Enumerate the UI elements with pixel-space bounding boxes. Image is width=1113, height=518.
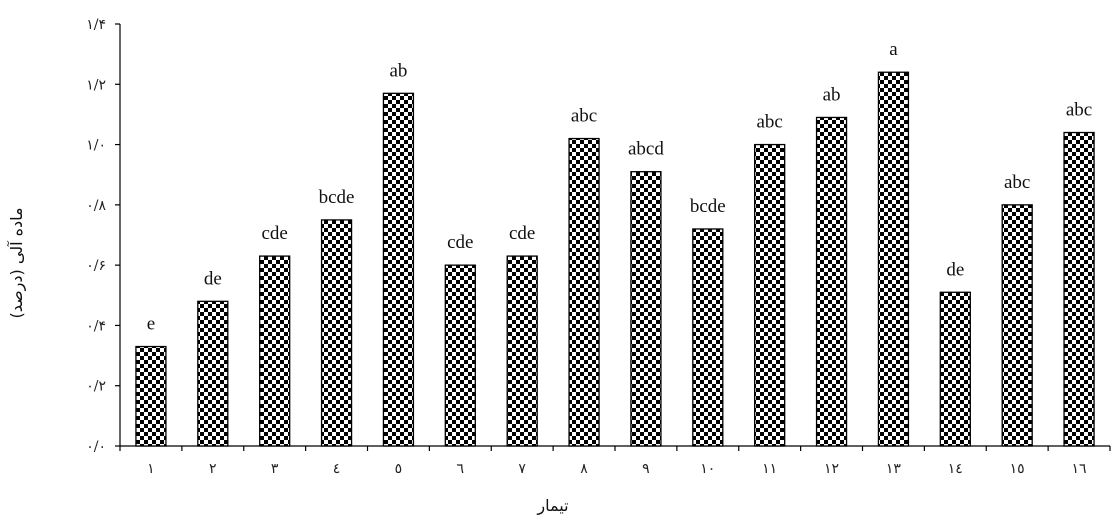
bar bbox=[444, 264, 476, 447]
y-tick-label: ٠/۴ bbox=[86, 318, 106, 334]
significance-label: cde bbox=[447, 232, 473, 253]
significance-label: de bbox=[946, 259, 964, 280]
y-tick-label: ٠/٢ bbox=[86, 379, 106, 395]
x-tick-label: ١٤ bbox=[948, 461, 963, 477]
bar bbox=[320, 219, 353, 447]
bar bbox=[135, 345, 167, 447]
bar bbox=[692, 228, 724, 447]
bar bbox=[197, 300, 229, 447]
x-tick-label: ١٥ bbox=[1010, 461, 1025, 477]
bar bbox=[1001, 204, 1033, 447]
x-tick-label: ١ bbox=[147, 461, 155, 477]
x-tick-label: ٤ bbox=[333, 461, 341, 477]
significance-label: ab bbox=[823, 84, 841, 105]
y-tick-label: ١/٠ bbox=[86, 138, 106, 154]
bar bbox=[506, 255, 538, 447]
significance-label: abcd bbox=[628, 139, 664, 160]
x-tick-label: ٧ bbox=[518, 461, 526, 477]
x-tick-label: ١٦ bbox=[1072, 461, 1087, 477]
y-tick-label: ١/۴ bbox=[86, 17, 106, 33]
significance-label: bcde bbox=[690, 196, 726, 217]
significance-label: bcde bbox=[319, 187, 355, 208]
y-tick-label: ٠/۶ bbox=[86, 258, 106, 274]
bar bbox=[815, 116, 848, 447]
bar bbox=[939, 291, 971, 447]
y-tick-label: ١/٢ bbox=[86, 77, 106, 93]
significance-label: cde bbox=[509, 223, 535, 244]
x-tick-label: ٥ bbox=[395, 461, 403, 477]
bar bbox=[877, 71, 910, 447]
x-tick-label: ١٣ bbox=[886, 461, 902, 477]
x-tick-label: ١٠ bbox=[700, 461, 715, 477]
bar bbox=[754, 143, 786, 447]
bar bbox=[630, 171, 662, 447]
significance-label: ab bbox=[389, 60, 407, 81]
y-tick-label: ٠/٠ bbox=[86, 439, 106, 455]
significance-label: de bbox=[204, 268, 222, 289]
significance-label: a bbox=[889, 39, 898, 60]
bar bbox=[382, 92, 415, 447]
x-tick-label: ٩ bbox=[642, 461, 650, 477]
significance-label: abc bbox=[1004, 172, 1030, 193]
bar bbox=[568, 137, 600, 447]
significance-label: cde bbox=[262, 223, 288, 244]
y-tick-label: ٠/٨ bbox=[86, 198, 106, 214]
significance-label: abc bbox=[757, 112, 783, 133]
x-tick-label: ٨ bbox=[580, 461, 588, 477]
x-axis: ١ ٢ ٣ ٤ ٥ ٦ ٧ ٨ ٩ ١٠ ١١ ١٢ ١٣ ١٤ ١٥ ١٦ bbox=[119, 445, 1111, 477]
y-axis-title: ماده آلی (درصد) bbox=[7, 207, 27, 318]
bars bbox=[135, 71, 1095, 447]
x-tick-label: ٦ bbox=[457, 461, 465, 477]
bar bbox=[259, 255, 291, 447]
significance-label: e bbox=[147, 314, 155, 335]
x-axis-title: تیمار bbox=[536, 496, 568, 516]
x-tick-label: ٢ bbox=[209, 461, 217, 477]
bar bbox=[1063, 131, 1095, 447]
x-tick-label: ١١ bbox=[762, 461, 777, 477]
x-tick-label: ٣ bbox=[271, 461, 279, 477]
significance-label: abc bbox=[1066, 100, 1092, 121]
significance-label: abc bbox=[571, 106, 597, 127]
x-tick-label: ١٢ bbox=[824, 461, 839, 477]
y-axis: ٠/٠ ٠/٢ ٠/۴ ٠/۶ ٠/٨ ١/٠ ١/٢ ١/۴ bbox=[86, 17, 121, 455]
significance-labels: e de cde bcde ab cde cde abc abcd bcde abc ab a de abc… bbox=[147, 39, 1093, 334]
